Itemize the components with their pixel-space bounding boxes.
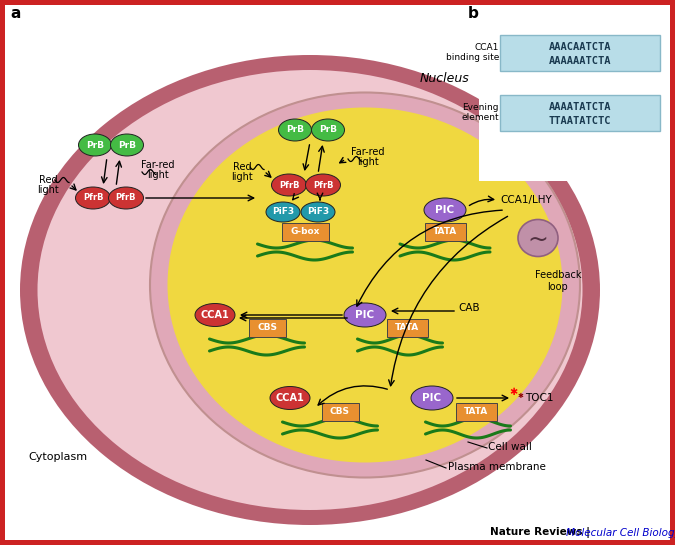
FancyBboxPatch shape bbox=[479, 24, 666, 181]
Text: PIC: PIC bbox=[356, 310, 375, 320]
FancyBboxPatch shape bbox=[321, 403, 358, 421]
Text: PrB: PrB bbox=[118, 141, 136, 149]
Text: light: light bbox=[37, 185, 59, 195]
Text: G-box: G-box bbox=[290, 227, 320, 237]
Text: Red: Red bbox=[38, 175, 57, 185]
Text: PfrB: PfrB bbox=[83, 193, 103, 203]
Text: Far-red: Far-red bbox=[351, 147, 385, 157]
Text: AAAAAATCTA: AAAAAATCTA bbox=[549, 56, 612, 66]
Text: PrB: PrB bbox=[286, 125, 304, 135]
Text: CAB: CAB bbox=[458, 303, 480, 313]
Ellipse shape bbox=[195, 304, 235, 326]
Ellipse shape bbox=[518, 220, 558, 257]
FancyBboxPatch shape bbox=[500, 95, 660, 131]
Text: PfrB: PfrB bbox=[115, 193, 136, 203]
Text: PrB: PrB bbox=[319, 125, 337, 135]
Text: PiF3: PiF3 bbox=[272, 208, 294, 216]
Ellipse shape bbox=[344, 303, 386, 327]
FancyBboxPatch shape bbox=[456, 403, 497, 421]
Ellipse shape bbox=[279, 119, 311, 141]
Text: loop: loop bbox=[547, 282, 568, 292]
Text: Molecular Cell Biology: Molecular Cell Biology bbox=[566, 528, 675, 538]
Text: ~: ~ bbox=[528, 228, 548, 252]
Text: light: light bbox=[357, 157, 379, 167]
Text: light: light bbox=[147, 170, 169, 180]
Ellipse shape bbox=[111, 134, 144, 156]
Text: ✱: ✱ bbox=[517, 393, 523, 399]
Text: Nucleus: Nucleus bbox=[420, 72, 470, 85]
Text: Cell wall: Cell wall bbox=[488, 442, 532, 452]
Text: Red: Red bbox=[233, 162, 251, 172]
Ellipse shape bbox=[424, 198, 466, 222]
Text: b: b bbox=[468, 6, 479, 21]
Text: PfrB: PfrB bbox=[313, 180, 333, 190]
Text: Far-red: Far-red bbox=[141, 160, 175, 170]
FancyBboxPatch shape bbox=[425, 223, 466, 241]
Text: CCA1/LHY: CCA1/LHY bbox=[500, 195, 551, 205]
Text: TATA: TATA bbox=[464, 408, 488, 416]
Text: a: a bbox=[10, 6, 20, 21]
Text: TOC1: TOC1 bbox=[525, 393, 553, 403]
Text: CCA1: CCA1 bbox=[275, 393, 304, 403]
Ellipse shape bbox=[270, 386, 310, 409]
Text: AAAATATCTA: AAAATATCTA bbox=[549, 102, 612, 112]
Ellipse shape bbox=[78, 134, 111, 156]
Text: PrB: PrB bbox=[86, 141, 104, 149]
Text: Feedback: Feedback bbox=[535, 270, 581, 280]
Ellipse shape bbox=[20, 55, 600, 525]
Text: CCA1: CCA1 bbox=[475, 44, 499, 52]
Ellipse shape bbox=[306, 174, 340, 196]
Text: AAACAATCTA: AAACAATCTA bbox=[549, 42, 612, 52]
Text: Cytoplasm: Cytoplasm bbox=[28, 452, 87, 462]
FancyBboxPatch shape bbox=[387, 319, 427, 337]
FancyBboxPatch shape bbox=[281, 223, 329, 241]
Ellipse shape bbox=[411, 386, 453, 410]
Ellipse shape bbox=[150, 93, 580, 477]
Text: PIC: PIC bbox=[435, 205, 454, 215]
Text: TATA: TATA bbox=[395, 324, 419, 332]
Text: element: element bbox=[462, 113, 499, 123]
Ellipse shape bbox=[38, 70, 583, 510]
Text: ✱: ✱ bbox=[509, 387, 517, 397]
Ellipse shape bbox=[301, 202, 335, 222]
Text: Evening: Evening bbox=[462, 104, 499, 112]
Text: CCA1: CCA1 bbox=[200, 310, 230, 320]
Text: CBS: CBS bbox=[257, 324, 277, 332]
Text: Nature Reviews |: Nature Reviews | bbox=[490, 528, 593, 538]
Ellipse shape bbox=[311, 119, 344, 141]
Ellipse shape bbox=[266, 202, 300, 222]
Text: light: light bbox=[231, 172, 253, 182]
Text: PiF3: PiF3 bbox=[307, 208, 329, 216]
FancyBboxPatch shape bbox=[500, 35, 660, 71]
FancyBboxPatch shape bbox=[248, 319, 286, 337]
Text: PfrB: PfrB bbox=[279, 180, 299, 190]
Text: Plasma membrane: Plasma membrane bbox=[448, 462, 546, 472]
Ellipse shape bbox=[109, 187, 144, 209]
Ellipse shape bbox=[167, 107, 562, 463]
Ellipse shape bbox=[271, 174, 306, 196]
Text: binding site: binding site bbox=[446, 53, 499, 63]
Text: PIC: PIC bbox=[423, 393, 441, 403]
Text: CBS: CBS bbox=[330, 408, 350, 416]
Text: TATA: TATA bbox=[433, 227, 457, 237]
Ellipse shape bbox=[76, 187, 111, 209]
Text: TTAATATCTC: TTAATATCTC bbox=[549, 116, 612, 126]
